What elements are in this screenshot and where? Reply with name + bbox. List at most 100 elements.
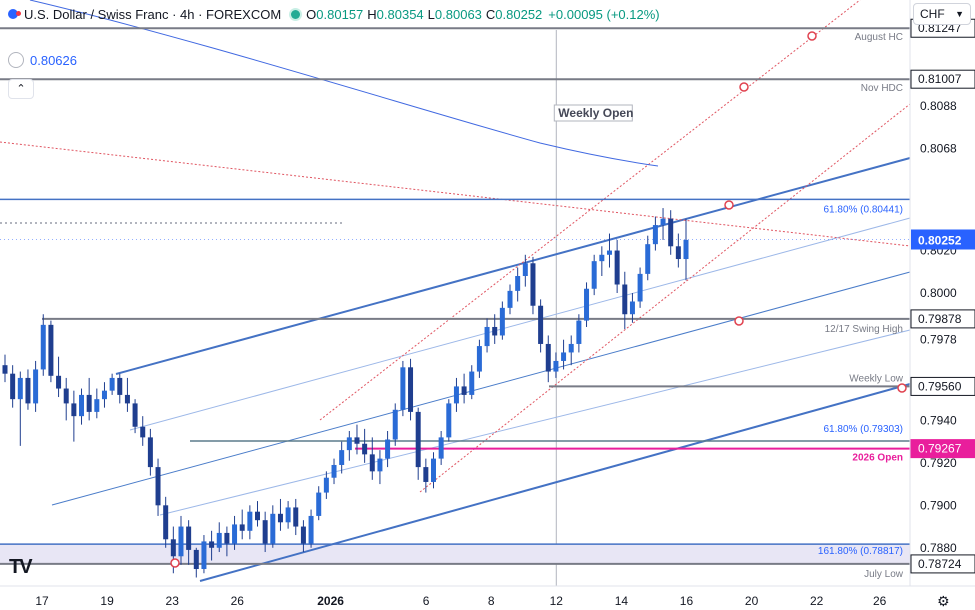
candle-body[interactable] [392,409,398,440]
candle-body[interactable] [377,458,383,472]
candle-body[interactable] [354,437,360,444]
candle-body[interactable] [492,326,498,336]
candle-body[interactable] [56,375,62,389]
candle-body[interactable] [86,394,92,412]
candle-body[interactable] [232,524,238,544]
candle-body[interactable] [522,263,528,277]
candle-body[interactable] [25,377,31,404]
candle-body[interactable] [216,532,222,548]
target-marker[interactable] [734,316,744,326]
candle-body[interactable] [109,377,115,391]
candle-body[interactable] [316,492,322,516]
target-marker[interactable] [807,31,817,41]
channel-quarter-upper[interactable] [129,217,911,431]
tradingview-logo-icon[interactable]: TV [9,556,33,578]
candle-body[interactable] [124,394,130,404]
candle-body[interactable] [201,541,207,570]
slope-resistance-dotted[interactable] [0,141,911,247]
candle-body[interactable] [629,301,635,315]
target-marker[interactable] [170,558,180,568]
candle-body[interactable] [576,320,582,344]
moving-average-line[interactable] [29,0,659,167]
candle-body[interactable] [584,288,590,321]
channel-quarter-lower[interactable] [159,329,911,516]
candle-body[interactable] [660,218,666,226]
candle-body[interactable] [369,454,375,472]
candle-body[interactable] [132,403,138,427]
gear-icon[interactable]: ⚙ [937,593,950,609]
candle-body[interactable] [545,343,551,372]
candle-body[interactable] [507,290,513,308]
candle-body[interactable] [170,539,176,557]
channel-mid-line[interactable] [51,271,911,506]
candle-body[interactable] [277,513,283,523]
candle-body[interactable] [614,250,620,285]
candle-body[interactable] [63,388,69,404]
candle-body[interactable] [683,239,689,260]
candle-body[interactable] [193,549,199,570]
candle-body[interactable] [622,284,628,315]
candle-body[interactable] [675,246,681,260]
candle-body[interactable] [117,377,123,395]
candle-body[interactable] [247,511,253,531]
target-marker[interactable] [897,383,907,393]
candle-body[interactable] [553,360,559,372]
candle-body[interactable] [94,399,100,412]
candle-body[interactable] [79,394,85,417]
red-channel-lower[interactable] [419,103,911,493]
candle-body[interactable] [339,450,345,465]
candle-body[interactable] [285,507,291,523]
candle-body[interactable] [331,464,337,478]
candle-body[interactable] [652,225,658,245]
candle-body[interactable] [300,526,306,544]
candle-body[interactable] [599,254,605,262]
candle-body[interactable] [239,524,245,531]
channel-upper-line[interactable] [115,157,911,375]
weekly-open-box[interactable] [553,104,633,122]
candle-body[interactable] [538,305,544,344]
candle-body[interactable] [446,403,452,438]
candle-body[interactable] [484,326,490,347]
candle-body[interactable] [561,352,567,361]
candle-body[interactable] [293,507,299,527]
candle-body[interactable] [10,373,16,400]
candle-body[interactable] [33,369,39,404]
candle-body[interactable] [430,458,436,482]
candle-body[interactable] [423,467,429,482]
candle-body[interactable] [438,437,444,459]
candle-body[interactable] [645,244,651,274]
candle-body[interactable] [323,477,329,493]
candle-body[interactable] [155,467,161,506]
candle-body[interactable] [140,426,146,438]
candle-body[interactable] [71,403,77,417]
candle-body[interactable] [515,276,521,291]
candle-body[interactable] [224,532,230,544]
candle-body[interactable] [262,520,268,544]
candle-body[interactable] [453,386,459,404]
channel-lower-line[interactable] [199,383,911,582]
candle-body[interactable] [270,513,276,544]
currency-selector[interactable]: CHF ▼ [913,3,971,25]
indicator-legend[interactable]: 0.80626 [8,52,77,68]
candle-body[interactable] [362,443,368,455]
candle-body[interactable] [2,365,8,374]
candle-body[interactable] [385,439,391,459]
candle-body[interactable] [101,390,107,400]
candle-body[interactable] [637,273,643,302]
candle-body[interactable] [606,250,612,255]
candle-body[interactable] [499,307,505,336]
candle-body[interactable] [186,526,192,550]
candle-body[interactable] [178,526,184,557]
candle-body[interactable] [461,386,467,395]
candle-body[interactable] [147,437,153,468]
candle-body[interactable] [48,324,54,376]
candle-body[interactable] [163,505,169,540]
candle-body[interactable] [209,541,215,548]
indicator-settings-icon[interactable] [8,52,24,68]
candle-body[interactable] [568,343,574,353]
candle-body[interactable] [469,371,475,395]
target-marker[interactable] [739,82,749,92]
symbol-title[interactable]: U.S. Dollar / Swiss Franc · 4h · FOREXCO… [24,6,282,22]
candle-body[interactable] [476,346,482,372]
